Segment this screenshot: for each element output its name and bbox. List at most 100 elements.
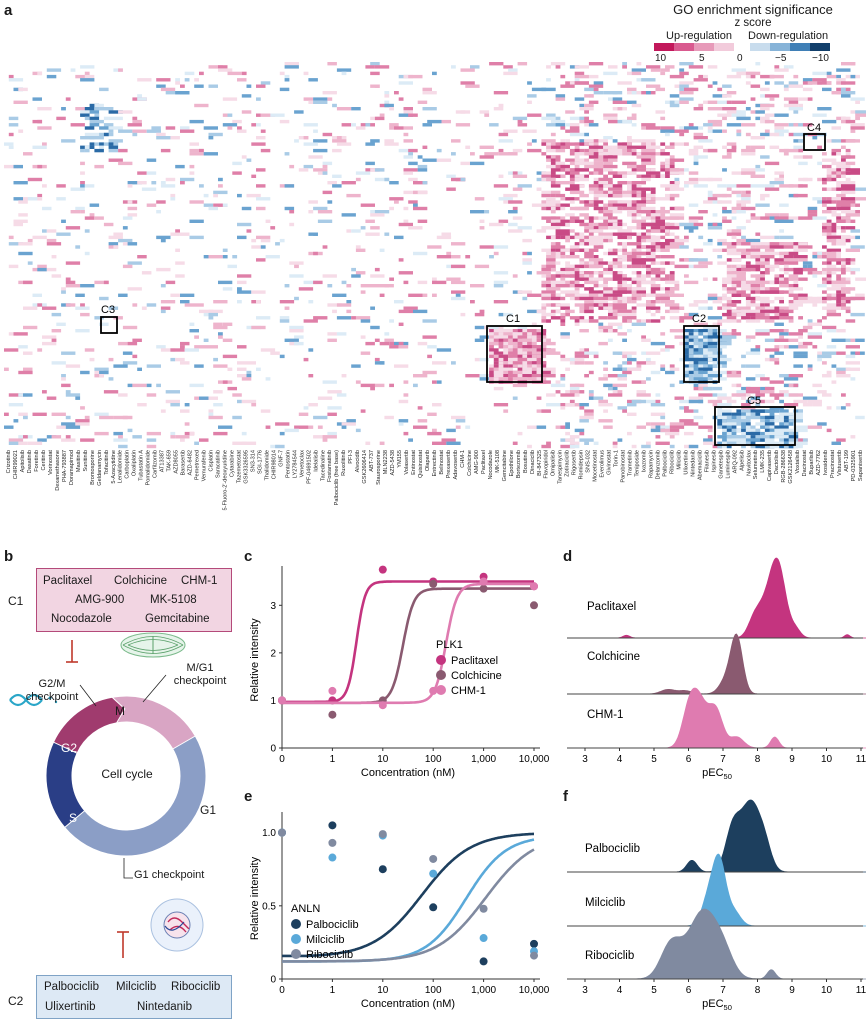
heatmap-cell <box>550 267 556 272</box>
heatmap-cell <box>717 329 727 333</box>
heatmap-cell <box>598 261 608 265</box>
heatmap-cell <box>341 422 356 426</box>
heatmap-cell <box>593 222 599 227</box>
heatmap-cell <box>80 113 90 117</box>
heatmap-cell <box>569 181 575 185</box>
heatmap-cell <box>826 222 832 227</box>
heatmap-cell <box>707 238 713 243</box>
heatmap-cell <box>665 232 670 236</box>
heatmap-cell <box>175 357 185 362</box>
heatmap-cell <box>460 81 475 85</box>
heatmap-cell <box>541 248 551 252</box>
heatmap-cell <box>588 219 594 223</box>
heatmap-cell <box>384 232 390 236</box>
heatmap-cell <box>688 370 699 375</box>
heatmap-cell <box>750 74 756 79</box>
heatmap-cell <box>550 316 566 320</box>
heatmap-cell <box>227 126 233 130</box>
heatmap-drug-label: AZD8055 <box>174 450 180 474</box>
heatmap-cell <box>764 161 780 166</box>
heatmap-cell <box>208 412 214 416</box>
heatmap-cell <box>650 319 661 323</box>
heatmap-cell <box>180 91 190 95</box>
heatmap-cell <box>42 142 47 146</box>
heatmap-cell <box>684 142 689 146</box>
heatmap-cell <box>669 364 675 368</box>
heatmap-cell <box>379 248 385 252</box>
heatmap-cell <box>798 103 803 108</box>
heatmap-cell <box>308 200 318 204</box>
heatmap-cell <box>774 65 780 69</box>
heatmap-cell <box>760 309 770 314</box>
heatmap-cell <box>826 171 832 175</box>
heatmap-cell <box>99 87 109 92</box>
heatmap-cell <box>717 422 727 426</box>
heatmap-drug-label: BI-847325 <box>537 450 543 476</box>
heatmap-drug-label: Gemcitabine <box>502 450 508 481</box>
heatmap-cell <box>622 274 627 278</box>
heatmap-cell <box>284 152 290 156</box>
heatmap-cell <box>84 251 90 256</box>
heatmap-cell <box>627 403 637 407</box>
heatmap-drug-label: Nintedanib <box>690 450 696 477</box>
heatmap-cell <box>603 399 608 404</box>
heatmap-cell <box>788 293 803 297</box>
heatmap-cell <box>627 148 632 153</box>
heatmap-cell <box>627 242 642 246</box>
heatmap-cell <box>137 78 152 82</box>
heatmap-cell <box>327 303 342 307</box>
heatmap-cell <box>546 177 556 182</box>
x-axis-label: Concentration (nM) <box>361 767 455 779</box>
heatmap-cell <box>802 341 813 346</box>
heatmap-cell <box>760 280 775 285</box>
heatmap-cell <box>579 406 585 410</box>
heatmap-cell <box>303 406 309 410</box>
heatmap-cell <box>627 316 637 320</box>
heatmap-cell <box>745 255 751 259</box>
heatmap-cell <box>646 264 651 269</box>
heatmap-cell <box>769 216 780 220</box>
heatmap-cell <box>650 370 661 375</box>
heatmap-cell <box>760 119 770 124</box>
heatmap-cell <box>793 383 799 388</box>
heatmap-drug-label: Navitoclax <box>746 450 752 476</box>
heatmap-cell <box>779 335 784 339</box>
heatmap-cell <box>222 338 233 342</box>
heatmap-cell <box>774 126 784 130</box>
heatmap-cell <box>722 335 737 339</box>
heatmap-cell <box>622 62 627 66</box>
heatmap-cell <box>822 245 827 249</box>
heatmap-cell <box>817 145 822 149</box>
heatmap-cell <box>798 277 808 281</box>
heatmap-cell <box>669 383 675 388</box>
heatmap-cell <box>764 187 780 191</box>
heatmap-cell <box>550 248 556 252</box>
heatmap-cell <box>156 136 171 140</box>
legend-entry: Palbociclib <box>306 919 359 931</box>
heatmap-cell <box>688 377 699 381</box>
heatmap-cell <box>836 238 846 243</box>
heatmap-cell <box>688 123 694 127</box>
heatmap-cell <box>646 193 656 198</box>
heatmap-cell <box>722 412 732 416</box>
heatmap-cell <box>574 197 580 201</box>
heatmap-cell <box>4 425 14 429</box>
heatmap-cell <box>37 197 43 201</box>
heatmap-cell <box>413 113 418 117</box>
heatmap-cell <box>541 296 551 301</box>
heatmap-cell <box>617 406 627 410</box>
data-point <box>530 951 538 960</box>
heatmap-cell <box>722 296 732 301</box>
heatmap-cell <box>237 287 242 291</box>
heatmap-cell <box>841 116 851 121</box>
heatmap-cell <box>688 335 699 339</box>
heatmap-cell <box>569 81 575 85</box>
heatmap-cell <box>617 374 627 378</box>
heatmap-drug-label: Torin-1 <box>614 450 620 467</box>
heatmap-cell <box>103 390 119 394</box>
heatmap-cell <box>693 107 704 111</box>
heatmap-cell <box>246 193 256 198</box>
heatmap-cell <box>717 87 723 92</box>
heatmap-cell <box>194 103 209 108</box>
heatmap-cell <box>403 132 409 137</box>
